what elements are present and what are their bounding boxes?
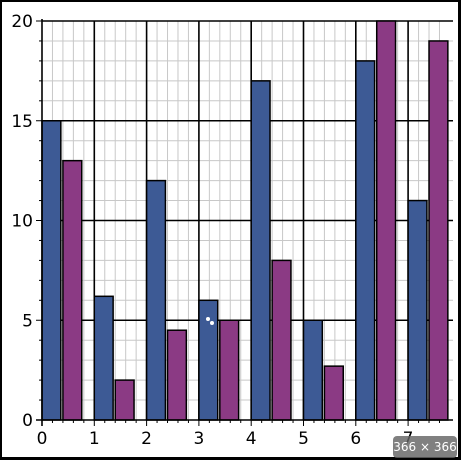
marker-dot [206, 317, 210, 321]
bar [302, 319, 324, 421]
y-tick-label: 20 [11, 12, 33, 32]
x-tick-label: 3 [193, 429, 204, 449]
y-tick-label: 10 [11, 212, 33, 232]
bar [62, 159, 83, 421]
x-tick-label: 2 [141, 429, 152, 449]
bars [41, 20, 449, 421]
y-tick-label: 15 [11, 112, 33, 132]
x-tick-label: 1 [89, 429, 100, 449]
bar [375, 20, 397, 421]
x-tick-label: 4 [246, 429, 257, 449]
axes [36, 19, 453, 426]
bar [355, 60, 376, 421]
bar [41, 120, 62, 421]
x-tick-label: 5 [298, 429, 309, 449]
bar [166, 329, 188, 421]
bar [407, 199, 428, 421]
x-tick-label: 6 [350, 429, 361, 449]
x-tick-label: 0 [37, 429, 48, 449]
marker-dot [210, 321, 214, 325]
chart-frame: 0123456705101520 [2, 2, 458, 457]
y-tick-label: 0 [22, 411, 33, 431]
y-tick-label: 5 [22, 311, 33, 331]
bar [271, 259, 292, 421]
bar-chart: 0123456705101520 [11, 12, 453, 449]
image-size-badge: 366 × 366 [393, 436, 457, 458]
bar [219, 319, 240, 421]
bar [250, 80, 271, 421]
bar [428, 40, 449, 421]
bar [323, 365, 344, 421]
bar [93, 295, 114, 421]
bar [145, 179, 167, 421]
bar [114, 379, 135, 421]
